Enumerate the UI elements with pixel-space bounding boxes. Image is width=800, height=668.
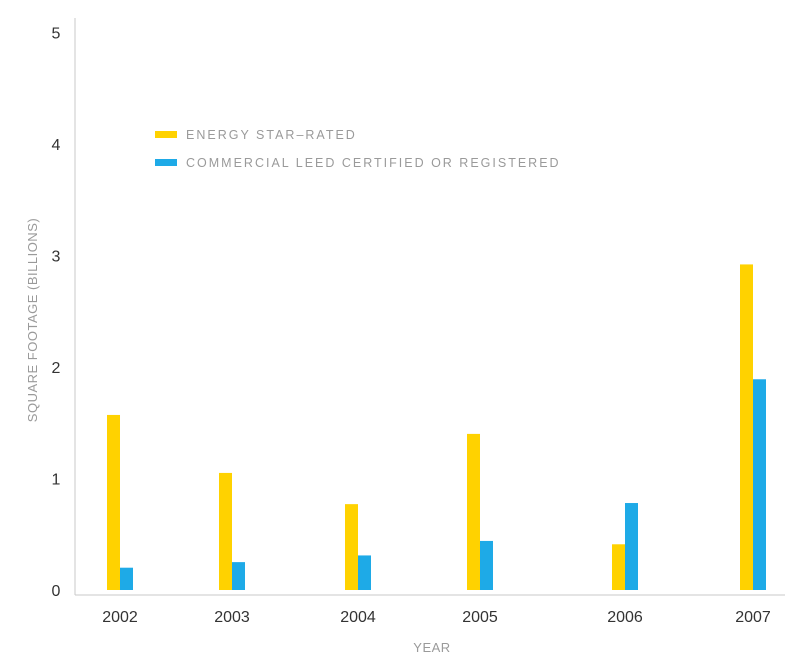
- bars: [107, 264, 766, 590]
- bar-energy-star-2004: [345, 504, 358, 590]
- x-tick-label: 2003: [214, 609, 250, 626]
- x-axis-title: YEAR: [413, 640, 450, 655]
- bar-energy-star-2003: [219, 472, 232, 590]
- x-tick-label: 2002: [102, 609, 138, 626]
- bar-leed-2006: [625, 503, 638, 590]
- y-tick-labels: 0 1 2 3 4 5: [52, 26, 61, 601]
- legend-swatch-leed: [155, 159, 177, 166]
- bar-energy-star-2006: [612, 544, 625, 590]
- bar-energy-star-2005: [467, 433, 480, 590]
- y-tick-label: 0: [52, 583, 61, 600]
- bar-energy-star-2007: [740, 264, 753, 590]
- bar-energy-star-2002: [107, 414, 120, 590]
- bar-leed-2004: [358, 555, 371, 590]
- y-tick-label: 4: [52, 137, 61, 154]
- y-tick-label: 1: [52, 472, 61, 489]
- legend: ENERGY STAR–RATED COMMERCIAL LEED CERTIF…: [155, 128, 561, 170]
- x-tick-label: 2006: [607, 609, 643, 626]
- x-tick-labels: 2002 2003 2004 2005 2006 2007: [102, 609, 771, 626]
- bar-leed-2005: [480, 540, 493, 590]
- y-tick-label: 3: [52, 249, 61, 266]
- legend-swatch-energy-star: [155, 131, 177, 138]
- x-tick-label: 2004: [340, 609, 376, 626]
- legend-label-leed: COMMERCIAL LEED CERTIFIED OR REGISTERED: [186, 156, 561, 170]
- y-tick-label: 2: [52, 360, 61, 377]
- y-axis-title: SQUARE FOOTAGE (BILLIONS): [25, 218, 40, 422]
- y-tick-label: 5: [52, 26, 61, 43]
- bar-leed-2007: [753, 379, 766, 590]
- bar-leed-2002: [120, 567, 133, 590]
- bar-leed-2003: [232, 562, 245, 590]
- legend-label-energy-star: ENERGY STAR–RATED: [186, 128, 357, 142]
- x-tick-label: 2005: [462, 609, 498, 626]
- x-tick-label: 2007: [735, 609, 771, 626]
